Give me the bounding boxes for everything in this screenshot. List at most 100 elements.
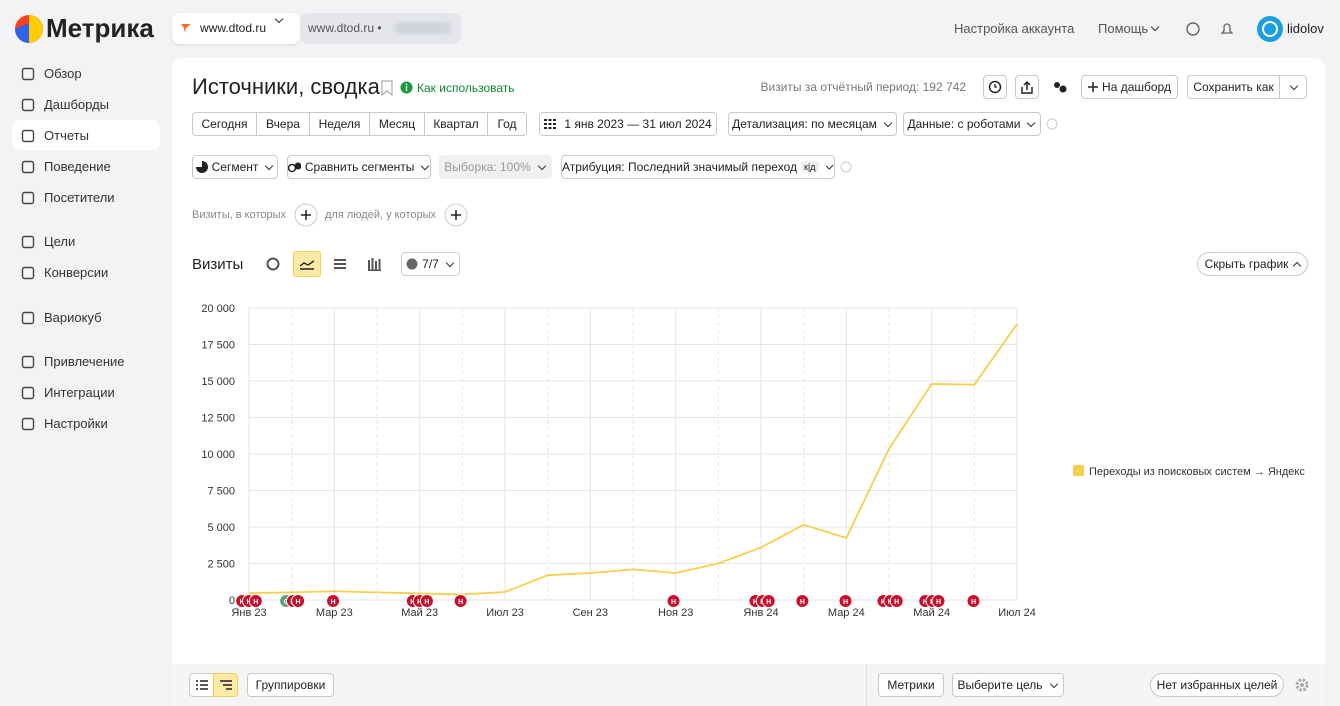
how-to-link[interactable]: Как использовать bbox=[417, 81, 515, 95]
period-button[interactable]: Квартал bbox=[424, 112, 488, 136]
ai-button[interactable] bbox=[1048, 75, 1072, 99]
y-tick-label: 0 bbox=[229, 595, 235, 607]
annotation-marker bbox=[889, 594, 904, 608]
account-settings[interactable]: Настройка аккаунта bbox=[954, 21, 1075, 36]
add-filter-button[interactable] bbox=[444, 203, 468, 227]
sidebar-item[interactable]: Интеграции bbox=[44, 385, 115, 400]
hide-chart-text[interactable]: Скрыть график bbox=[1204, 257, 1289, 271]
counter-arrow[interactable] bbox=[272, 19, 284, 22]
attribution-text[interactable]: Атрибуция: Последний значимый переход bbox=[562, 160, 797, 174]
sidebar-item[interactable]: Конверсии bbox=[44, 265, 109, 280]
user-name[interactable]: lidolov bbox=[1287, 21, 1324, 36]
y-tick-label: 5 000 bbox=[207, 522, 235, 534]
goal-button[interactable]: Выберите цель bbox=[952, 673, 1064, 697]
segment-text[interactable]: Сегмент bbox=[211, 160, 259, 174]
sidebar-item[interactable]: Привлечение bbox=[44, 354, 125, 369]
data-text[interactable]: Данные: с роботами bbox=[907, 117, 1021, 131]
avatar[interactable] bbox=[1256, 15, 1284, 43]
sidebar-item[interactable]: Поведение bbox=[44, 159, 111, 174]
x-tick-label: Сен 23 bbox=[573, 607, 608, 619]
detail-text[interactable]: Детализация: по месяцам bbox=[732, 117, 877, 131]
sidebar-active-bg bbox=[12, 120, 160, 150]
messages-icon[interactable] bbox=[1185, 21, 1201, 37]
series-count[interactable]: 7/7 bbox=[422, 257, 439, 271]
series-selector[interactable]: 7/7 bbox=[401, 252, 460, 276]
period-button[interactable]: Сегодня bbox=[192, 112, 257, 136]
sidebar-icon bbox=[21, 235, 35, 249]
period-button[interactable]: Год bbox=[487, 112, 527, 136]
attribution-badge: к|д bbox=[800, 161, 819, 173]
chart: 0 2 500 5 000 7 500 10 000 12 500 15 000 17 500… bbox=[201, 303, 1305, 619]
period-button[interactable]: Месяц bbox=[369, 112, 425, 136]
annotation-marker bbox=[248, 594, 263, 608]
help-text[interactable]: Помощь bbox=[1098, 21, 1149, 36]
sidebar-icon bbox=[21, 191, 35, 205]
sidebar-item[interactable]: Дашборды bbox=[44, 97, 109, 112]
y-tick-label: 20 000 bbox=[201, 303, 235, 315]
sidebar-item[interactable]: Отчеты bbox=[44, 128, 89, 143]
add-dashboard-button[interactable]: На дашборд bbox=[1081, 75, 1178, 99]
add-filter-button[interactable] bbox=[294, 203, 318, 227]
settings-icon[interactable] bbox=[1295, 678, 1309, 692]
period-button[interactable]: Вчера bbox=[256, 112, 310, 136]
detail-button[interactable]: Детализация: по месяцам bbox=[728, 112, 897, 136]
groupings-button[interactable]: Группировки bbox=[247, 673, 334, 697]
collapse-arrow bbox=[1293, 261, 1302, 270]
bell-icon[interactable] bbox=[1219, 21, 1235, 37]
x-tick-label: Ноя 23 bbox=[658, 607, 693, 619]
logo[interactable]: Метрика bbox=[46, 13, 154, 43]
annotation-label: Н bbox=[843, 599, 848, 606]
add-dashboard-text[interactable]: На дашборд bbox=[1102, 80, 1171, 94]
goal-text[interactable]: Выберите цель bbox=[957, 678, 1043, 692]
list-view-button[interactable] bbox=[189, 673, 214, 697]
bookmark-icon[interactable] bbox=[381, 80, 393, 96]
area-chart-button[interactable] bbox=[333, 257, 347, 271]
annotation-marker bbox=[453, 594, 468, 608]
bar-chart-button[interactable] bbox=[367, 257, 381, 271]
counter[interactable]: www.dtod.ru bbox=[200, 21, 267, 35]
sidebar-item[interactable]: Обзор bbox=[44, 66, 82, 81]
export-icon bbox=[1021, 80, 1033, 94]
compare-button[interactable]: Сравнить сегменты bbox=[287, 155, 431, 179]
date-range-button[interactable]: 1 янв 2023 — 31 июл 2024 bbox=[539, 112, 717, 136]
calendar-icon bbox=[544, 119, 557, 129]
line-chart-button[interactable] bbox=[293, 251, 321, 277]
date-range[interactable]: 1 янв 2023 — 31 июл 2024 bbox=[564, 117, 712, 131]
toolbar-divider bbox=[866, 664, 867, 706]
data-button[interactable]: Данные: с роботами bbox=[903, 112, 1041, 136]
sidebar-icon bbox=[21, 266, 35, 280]
sidebar-item[interactable]: Вариокуб bbox=[44, 310, 102, 325]
sidebar-icon bbox=[21, 355, 35, 369]
x-tick-label: Июл 24 bbox=[998, 607, 1036, 619]
save-as-button[interactable]: Сохранить как bbox=[1187, 75, 1280, 99]
favorites-button[interactable]: Нет избранных целей bbox=[1150, 673, 1284, 697]
filter-people-label: для людей, у которых bbox=[325, 209, 436, 221]
annotation-label: Н bbox=[923, 599, 928, 606]
legend-label: Переходы из поисковых систем → Яндекс bbox=[1089, 466, 1305, 478]
sidebar-icon bbox=[21, 98, 35, 112]
segment-button[interactable]: Сегмент bbox=[192, 155, 278, 179]
annotation-label: Н bbox=[417, 599, 422, 606]
annotation-label: Н bbox=[971, 599, 976, 606]
attribution-button[interactable]: Атрибуция: Последний значимый переход к|д bbox=[561, 155, 835, 179]
annotation-marker bbox=[966, 594, 981, 608]
metrics-button[interactable]: Метрики bbox=[878, 673, 944, 697]
sidebar-item[interactable]: Настройки bbox=[44, 416, 108, 431]
tree-view-button[interactable] bbox=[213, 673, 238, 697]
help[interactable]: Помощь bbox=[1098, 21, 1160, 36]
help-icon[interactable] bbox=[840, 161, 852, 173]
sidebar-item[interactable]: Посетители bbox=[44, 190, 115, 205]
help-icon[interactable] bbox=[1046, 118, 1058, 130]
sidebar-item[interactable]: Цели bbox=[44, 234, 76, 249]
counter-2[interactable]: www.dtod.ru • bbox=[308, 21, 382, 35]
pie-chart-button[interactable] bbox=[266, 257, 280, 271]
line-icon bbox=[299, 260, 315, 270]
save-as-menu[interactable] bbox=[1279, 75, 1307, 99]
annotation-label: Н bbox=[331, 599, 336, 606]
hide-chart-button[interactable]: Скрыть график bbox=[1197, 252, 1308, 276]
period-button[interactable]: Неделя bbox=[309, 112, 370, 136]
export-button[interactable] bbox=[1015, 75, 1039, 99]
history-button[interactable] bbox=[983, 75, 1007, 99]
compare-text[interactable]: Сравнить сегменты bbox=[304, 160, 415, 174]
